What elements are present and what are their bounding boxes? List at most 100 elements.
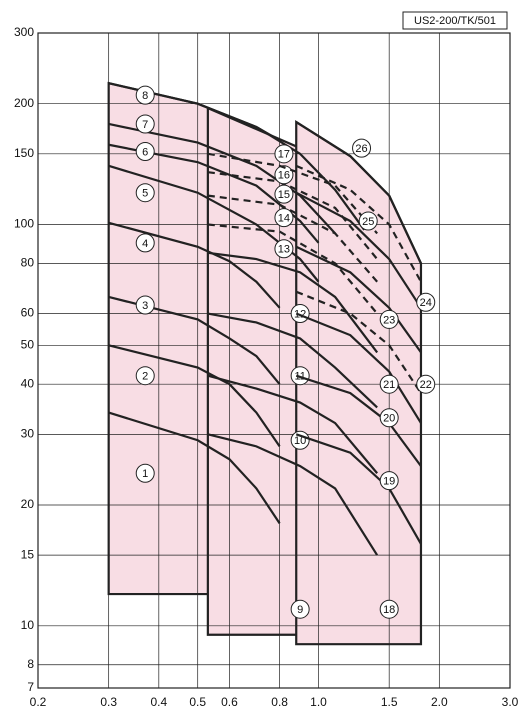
y-tick-label: 7: [27, 680, 34, 694]
x-tick-label: 3.0: [502, 695, 519, 709]
x-tick-label: 1.5: [381, 695, 398, 709]
curve: [295, 164, 422, 283]
y-tick-label: 200: [14, 96, 34, 110]
y-tick-label: 100: [14, 217, 34, 231]
curve: [295, 121, 422, 264]
curve-label: 10: [294, 435, 306, 447]
curve-label: 23: [383, 314, 395, 326]
legend-marker: [379, 599, 399, 619]
curve-label: 19: [383, 476, 395, 488]
curve: [295, 433, 422, 545]
x-tick-label: 0.3: [100, 695, 117, 709]
curve: [108, 122, 336, 235]
curve: [207, 433, 379, 556]
curve: [295, 245, 422, 354]
curve-label: 20: [383, 413, 395, 425]
curve-label: 14: [278, 213, 290, 225]
curve-label: 7: [142, 119, 148, 131]
curve: [295, 312, 422, 424]
y-tick-label: 30: [21, 427, 35, 441]
curve: [295, 374, 422, 467]
legend-marker: [274, 208, 294, 228]
curve-label: 22: [420, 379, 432, 391]
legend-marker: [135, 233, 155, 253]
curve: [108, 295, 281, 385]
legend-marker: [135, 366, 155, 386]
y-tick-label: 60: [21, 306, 35, 320]
legend-marker: [379, 309, 399, 329]
curve-label: 3: [142, 300, 148, 312]
curve-label: 1: [142, 468, 148, 480]
curve: [108, 221, 281, 309]
legend-marker: [274, 165, 294, 185]
legend-marker: [416, 292, 436, 312]
legend-marker: [379, 408, 399, 428]
title-box: [402, 11, 508, 30]
legend-marker: [274, 144, 294, 164]
curve: [108, 344, 281, 447]
y-tick-label: 150: [14, 146, 34, 160]
x-tick-label: 0.8: [271, 695, 288, 709]
curve-label: 17: [278, 149, 290, 161]
curve: [108, 143, 320, 244]
curve: [207, 223, 379, 315]
y-tick-label: 40: [21, 376, 35, 390]
y-tick-label: 80: [21, 256, 35, 270]
curve-label: 13: [278, 244, 290, 256]
curve: [207, 194, 378, 283]
curve-label: 6: [142, 146, 148, 158]
curve: [207, 152, 378, 235]
legend-marker: [290, 366, 310, 386]
legend-marker: [290, 430, 310, 450]
curve: [295, 191, 422, 309]
legend-marker: [135, 463, 155, 483]
curve-label: 5: [142, 188, 148, 200]
curve-label: 16: [278, 170, 290, 182]
plot-frame: [37, 32, 511, 689]
curve: [108, 411, 281, 524]
curve-label: 25: [362, 216, 374, 228]
legend-marker: [135, 183, 155, 203]
y-tick-label: 10: [21, 618, 35, 632]
curve-label: 24: [420, 297, 432, 309]
legend-marker: [358, 211, 378, 231]
legend-marker: [135, 142, 155, 162]
x-tick-label: 0.2: [30, 695, 47, 709]
x-tick-label: 2.0: [431, 695, 448, 709]
curve-label: 18: [383, 604, 395, 616]
y-tick-label: 15: [21, 547, 35, 561]
curve-label: 9: [297, 604, 303, 616]
legend-marker: [274, 184, 294, 204]
curve-label: 21: [383, 379, 395, 391]
curve: [108, 164, 320, 283]
x-tick-label: 0.6: [221, 695, 238, 709]
legend-marker: [379, 374, 399, 394]
y-tick-label: 50: [21, 337, 35, 351]
curve-label: 26: [355, 143, 367, 155]
legend-marker: [135, 85, 155, 105]
y-tick-label: 8: [27, 657, 34, 671]
curve: [207, 312, 378, 409]
legend-marker: [274, 239, 294, 259]
curve: [207, 251, 379, 354]
legend-marker: [416, 374, 436, 394]
x-tick-label: 1.0: [310, 695, 327, 709]
y-tick-label: 20: [21, 497, 35, 511]
legend-marker: [135, 295, 155, 315]
chart-title: US2-200/TK/501: [414, 15, 496, 27]
curve: [295, 290, 422, 394]
curve-label: 4: [142, 238, 148, 250]
legend-marker: [135, 114, 155, 134]
region: [295, 120, 423, 646]
legend-marker: [290, 599, 310, 619]
x-tick-label: 0.5: [189, 695, 206, 709]
legend-marker: [352, 138, 372, 158]
y-tick-label: 300: [14, 25, 34, 39]
curve-label: 15: [278, 189, 290, 201]
curve-label: 2: [142, 371, 148, 383]
curve: [207, 171, 379, 260]
legend-marker: [379, 471, 399, 491]
curve: [108, 82, 366, 231]
curve-label: 8: [142, 90, 148, 102]
